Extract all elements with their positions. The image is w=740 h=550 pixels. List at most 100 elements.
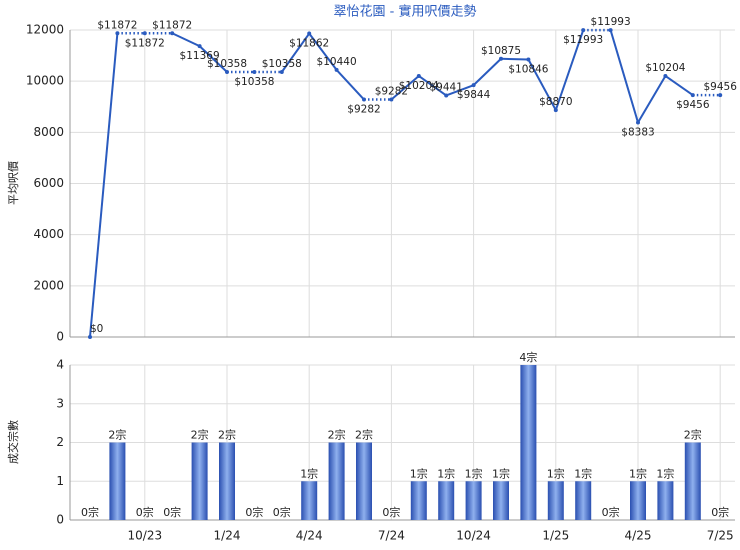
data-label: $10875 bbox=[481, 45, 521, 57]
data-label: 4宗 bbox=[519, 350, 537, 364]
point bbox=[170, 31, 175, 36]
y-axis-label: 平均呎價 bbox=[6, 161, 20, 205]
line-segment bbox=[280, 32, 311, 73]
y-tick-label: 8000 bbox=[33, 125, 64, 139]
point bbox=[197, 44, 202, 49]
data-label: 1宗 bbox=[465, 466, 483, 480]
point bbox=[115, 31, 120, 36]
data-label: 0宗 bbox=[81, 505, 99, 519]
point bbox=[334, 67, 339, 72]
line-segment bbox=[198, 45, 228, 73]
data-label: $9844 bbox=[457, 89, 491, 101]
data-label: 2宗 bbox=[108, 428, 126, 442]
data-label: 0宗 bbox=[711, 505, 729, 519]
point bbox=[499, 56, 503, 61]
line-segment bbox=[445, 84, 474, 97]
y-tick-label: 2000 bbox=[33, 278, 64, 292]
x-tick-label: 10/23 bbox=[128, 529, 163, 543]
point bbox=[471, 83, 476, 88]
point bbox=[663, 73, 668, 78]
data-label: 0宗 bbox=[136, 505, 154, 519]
data-label: 1宗 bbox=[629, 466, 647, 480]
point bbox=[252, 70, 257, 75]
point bbox=[690, 93, 695, 98]
line-segment bbox=[390, 75, 420, 101]
data-label: 2宗 bbox=[191, 428, 209, 442]
data-label: 1宗 bbox=[547, 466, 565, 480]
data-label: $0 bbox=[90, 323, 103, 335]
line-segment bbox=[171, 32, 201, 48]
line-segment bbox=[308, 32, 338, 71]
data-label: $8383 bbox=[621, 127, 654, 139]
data-label: $9456 bbox=[703, 81, 737, 93]
bar bbox=[575, 481, 592, 520]
data-label: 0宗 bbox=[602, 505, 620, 519]
point bbox=[362, 97, 366, 102]
data-label: $10846 bbox=[508, 64, 548, 76]
line-segment bbox=[637, 75, 667, 124]
x-tick-label: 1/24 bbox=[214, 529, 241, 543]
bar bbox=[191, 442, 208, 520]
bar bbox=[684, 442, 701, 520]
data-label: $8870 bbox=[539, 96, 572, 108]
data-label: $9456 bbox=[676, 99, 710, 111]
bar bbox=[356, 442, 372, 520]
line-segment bbox=[472, 58, 502, 86]
point bbox=[553, 108, 558, 113]
data-label: $11369 bbox=[180, 50, 220, 62]
point bbox=[444, 93, 449, 98]
data-label: 1宗 bbox=[410, 466, 428, 480]
point bbox=[225, 70, 229, 75]
line-segment bbox=[500, 57, 529, 61]
data-label: 2宗 bbox=[355, 428, 373, 442]
line-segment bbox=[609, 29, 639, 123]
x-tick-label: 1/25 bbox=[542, 529, 569, 543]
data-label: $10204 bbox=[645, 62, 685, 74]
y-tick-label: 3 bbox=[56, 396, 64, 410]
data-label: $10358 bbox=[234, 76, 274, 88]
point bbox=[307, 31, 312, 36]
x-tick-label: 4/25 bbox=[625, 529, 652, 543]
data-label: 1宗 bbox=[656, 466, 674, 480]
x-tick-label: 7/25 bbox=[707, 529, 734, 543]
line-segment bbox=[335, 69, 365, 101]
line-segment bbox=[418, 75, 447, 97]
line-segment bbox=[89, 33, 119, 338]
data-label: $9282 bbox=[375, 86, 408, 98]
data-label: $9282 bbox=[347, 104, 380, 116]
data-label: $11993 bbox=[591, 16, 631, 28]
bar bbox=[219, 442, 235, 520]
bar bbox=[520, 365, 537, 520]
y-axis-label: 成交宗數 bbox=[6, 420, 20, 464]
data-label: $10358 bbox=[207, 58, 247, 70]
bar bbox=[657, 481, 674, 520]
line-segment bbox=[664, 75, 694, 96]
bar bbox=[301, 481, 318, 520]
data-label: 0宗 bbox=[382, 505, 400, 519]
y-tick-label: 4000 bbox=[33, 227, 64, 241]
bar bbox=[630, 481, 646, 520]
point bbox=[581, 28, 586, 33]
bar bbox=[493, 481, 509, 520]
data-label: 1宗 bbox=[437, 466, 455, 480]
data-label: $10358 bbox=[262, 58, 302, 70]
x-tick-label: 10/24 bbox=[456, 529, 491, 543]
data-label: 0宗 bbox=[273, 505, 291, 519]
data-label: 0宗 bbox=[245, 505, 263, 519]
point bbox=[88, 335, 92, 339]
line-segment bbox=[527, 59, 557, 111]
y-tick-label: 6000 bbox=[33, 176, 64, 190]
data-label: 1宗 bbox=[300, 466, 318, 480]
point bbox=[416, 73, 421, 78]
x-tick-label: 4/24 bbox=[296, 529, 323, 543]
point bbox=[608, 28, 613, 33]
data-label: 2宗 bbox=[328, 428, 346, 442]
data-label: $10204 bbox=[399, 80, 439, 92]
y-tick-label: 0 bbox=[56, 330, 64, 344]
point bbox=[718, 93, 723, 98]
data-label: 2宗 bbox=[684, 428, 702, 442]
data-label: $11872 bbox=[152, 19, 192, 31]
bar bbox=[547, 481, 564, 520]
